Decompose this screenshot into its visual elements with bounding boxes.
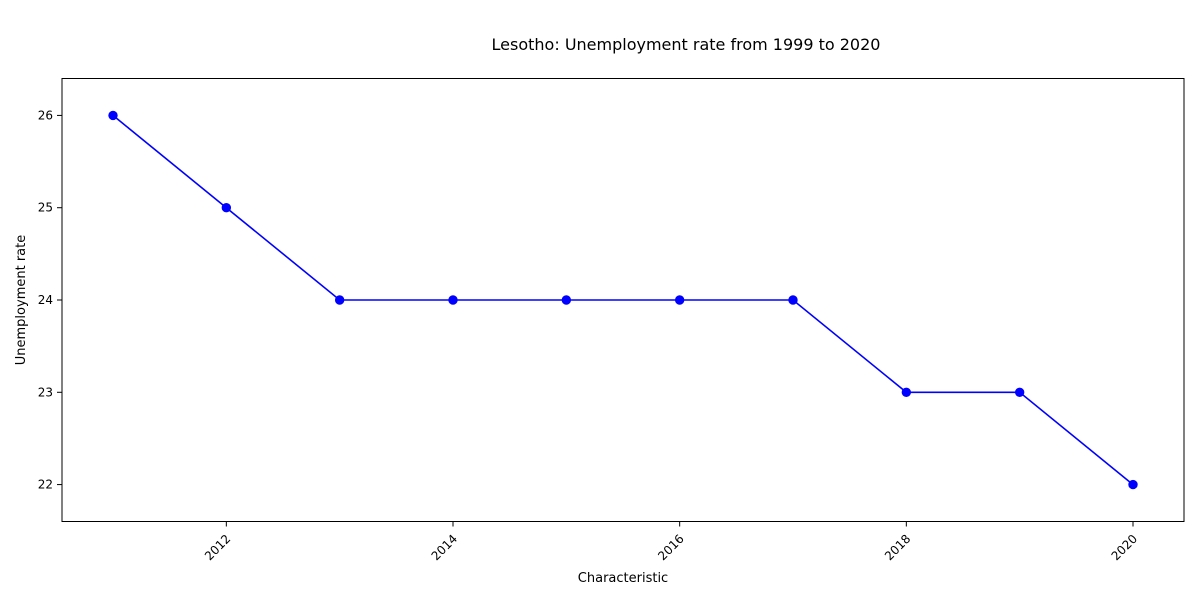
data-point [334,295,345,305]
data-point [788,295,798,305]
x-tick-label: 2016 [655,532,686,563]
series-points [108,110,1138,490]
x-tick-label: 2014 [429,532,460,563]
data-point [221,203,232,213]
y-tick-label: 26 [38,108,53,122]
series-lines [112,114,1134,486]
chart-title: Lesotho: Unemployment rate from 1999 to … [492,35,881,54]
y-axis-label: Unemployment rate [14,235,29,365]
data-point [108,110,118,121]
data-point [1014,387,1025,397]
x-tick-label: 2020 [1109,532,1140,563]
data-point [674,295,685,305]
data-point [1128,479,1138,490]
x-tick-label: 2012 [202,532,233,563]
y-tick-label: 23 [38,385,53,399]
x-tick-label: 2018 [882,532,913,563]
data-point [561,295,572,305]
data-point [448,295,458,305]
y-tick-label: 25 [38,201,53,215]
x-axis-label: Characteristic [578,571,668,586]
y-tick-label: 22 [38,478,53,492]
x-axis-ticks: 2012 2014 2016 2018 2020 [202,521,1140,563]
y-tick-label: 24 [38,293,53,307]
y-axis-ticks: 22 23 24 25 26 [38,108,62,492]
series-line [112,114,1134,486]
data-point [901,387,912,397]
